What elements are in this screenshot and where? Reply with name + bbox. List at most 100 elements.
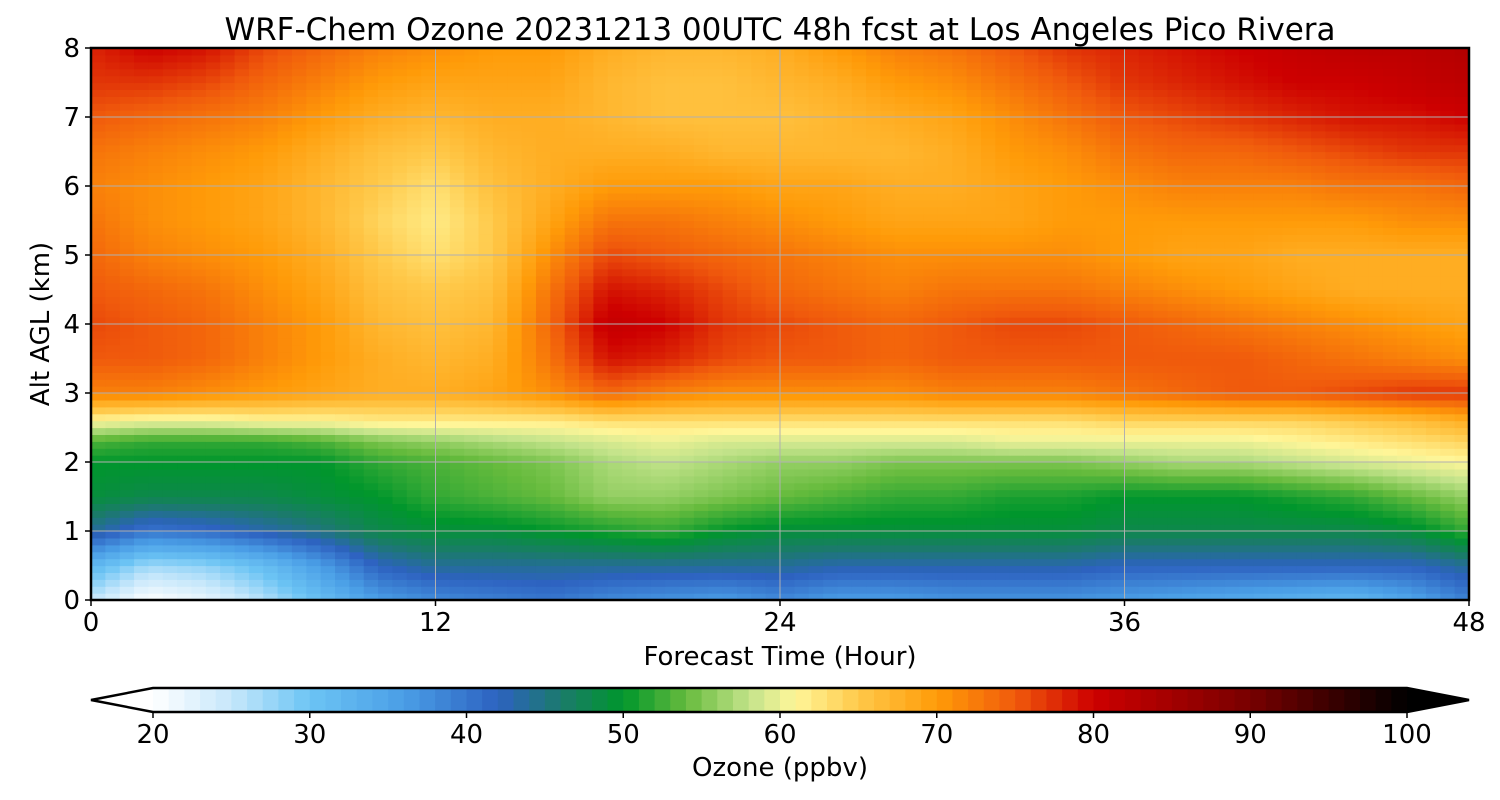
heatmap-cell <box>808 558 824 567</box>
heatmap-cell <box>1325 365 1341 373</box>
heatmap-cell <box>980 413 996 422</box>
heatmap-cell <box>1038 572 1054 580</box>
heatmap-cell <box>636 330 652 339</box>
heatmap-cell <box>248 475 264 484</box>
heatmap-cell <box>866 448 882 456</box>
heatmap-cell <box>435 489 451 498</box>
heatmap-cell <box>880 482 896 491</box>
heatmap-cell <box>521 572 537 580</box>
heatmap-cell <box>248 393 264 401</box>
heatmap-cell <box>894 510 910 518</box>
heatmap-cell <box>1311 468 1327 477</box>
heatmap-cell <box>722 365 738 373</box>
heatmap-cell <box>1440 524 1456 532</box>
heatmap-cell <box>550 358 566 366</box>
heatmap-cell <box>1368 565 1384 573</box>
heatmap-cell <box>866 406 882 415</box>
heatmap-cell <box>550 468 566 477</box>
heatmap-cell <box>464 468 480 477</box>
heatmap-cell <box>1009 510 1025 518</box>
heatmap-cell <box>162 296 178 304</box>
heatmap-cell <box>980 537 996 546</box>
heatmap-cell <box>1052 420 1068 429</box>
heatmap-cell <box>937 503 953 511</box>
heatmap-cell <box>564 420 580 429</box>
heatmap-cell <box>234 344 250 353</box>
heatmap-cell <box>220 255 236 263</box>
heatmap-cell <box>937 441 953 449</box>
heatmap-cell <box>91 448 106 456</box>
heatmap-cell <box>1325 296 1341 304</box>
heatmap-cell <box>1311 455 1327 463</box>
heatmap-cell <box>1124 524 1140 532</box>
heatmap-cell <box>980 531 996 539</box>
heatmap-cell <box>234 551 250 560</box>
heatmap-cell <box>722 441 738 449</box>
heatmap-cell <box>1009 544 1025 553</box>
heatmap-cell <box>708 330 724 339</box>
heatmap-cell <box>464 248 480 256</box>
heatmap-cell <box>521 241 537 249</box>
heatmap-cell <box>1095 268 1111 277</box>
heatmap-cell <box>234 558 250 567</box>
heatmap-cell <box>277 337 293 346</box>
heatmap-cell <box>1081 427 1097 435</box>
heatmap-cell <box>1382 406 1398 415</box>
heatmap-cell <box>177 379 193 387</box>
heatmap-cell <box>607 482 623 491</box>
heatmap-cell <box>335 282 350 291</box>
heatmap-cell <box>406 296 422 304</box>
heatmap-cell <box>765 310 781 318</box>
heatmap-cell <box>1009 372 1025 380</box>
heatmap-cell <box>1339 503 1355 511</box>
heatmap-cell <box>119 289 135 297</box>
heatmap-cell <box>492 586 508 594</box>
heatmap-cell <box>291 289 307 297</box>
heatmap-cell <box>205 261 221 270</box>
heatmap-cell <box>1052 489 1068 498</box>
heatmap-cell <box>1153 524 1169 532</box>
heatmap-cell <box>478 475 494 484</box>
heatmap-cell <box>1397 427 1413 435</box>
heatmap-cell <box>435 282 451 291</box>
heatmap-cell <box>751 399 767 408</box>
heatmap-cell <box>607 275 623 284</box>
heatmap-cell <box>622 372 638 380</box>
heatmap-cell <box>492 448 508 456</box>
heatmap-cell <box>277 413 293 422</box>
heatmap-cell <box>464 351 480 360</box>
heatmap-cell <box>1382 275 1398 284</box>
heatmap-cell <box>492 324 508 332</box>
heatmap-cell <box>665 406 681 415</box>
heatmap-cell <box>478 572 494 580</box>
heatmap-cell <box>966 593 982 600</box>
heatmap-cell <box>191 399 207 408</box>
heatmap-cell <box>636 386 652 394</box>
heatmap-cell <box>521 344 537 353</box>
heatmap-cell <box>952 572 968 580</box>
heatmap-cell <box>765 462 781 470</box>
heatmap-cell <box>866 413 882 422</box>
heatmap-cell <box>1311 434 1327 442</box>
heatmap-cell <box>1253 517 1269 525</box>
heatmap-cell <box>995 558 1011 567</box>
heatmap-cell <box>1440 330 1456 339</box>
heatmap-cell <box>406 379 422 387</box>
heatmap-cell <box>105 489 121 498</box>
heatmap-cell <box>535 282 551 291</box>
heatmap-cell <box>837 358 853 366</box>
heatmap-cell <box>291 434 307 442</box>
heatmap-cell <box>1153 275 1169 284</box>
heatmap-cell <box>378 475 394 484</box>
heatmap-cell <box>1325 317 1341 325</box>
heatmap-cell <box>435 448 451 456</box>
heatmap-cell <box>894 275 910 284</box>
heatmap-cell <box>923 489 939 498</box>
heatmap-cell <box>1296 268 1312 277</box>
heatmap-cell <box>894 413 910 422</box>
heatmap-cell <box>1181 365 1197 373</box>
heatmap-cell <box>263 296 279 304</box>
heatmap-cell <box>894 462 910 470</box>
heatmap-cell <box>1124 255 1140 263</box>
heatmap-cell <box>1411 351 1427 360</box>
